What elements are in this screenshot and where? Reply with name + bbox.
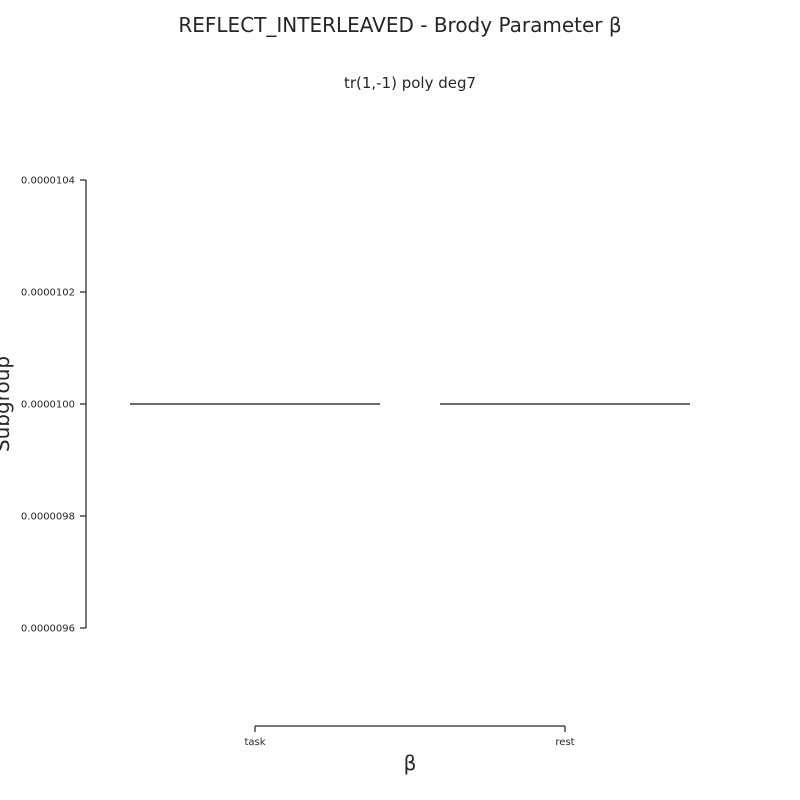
y-axis-ticks: 0.0000096 0.0000098 0.0000100 0.0000102 0.00… [21, 176, 86, 635]
y-tick-label: 0.0000102 [21, 288, 75, 299]
chart-subtitle: tr(1,-1) poly deg7 [344, 74, 476, 92]
chart-title: REFLECT_INTERLEAVED - Brody Parameter β [178, 13, 621, 37]
x-tick-label: rest [555, 737, 574, 748]
x-axis-label: β [404, 751, 417, 775]
y-tick-label: 0.0000104 [21, 176, 75, 187]
y-axis-label: Subgroup [0, 356, 14, 452]
y-tick-label: 0.0000098 [21, 512, 75, 523]
y-tick-label: 0.0000100 [21, 400, 75, 411]
x-axis-ticks: task rest [244, 726, 575, 748]
y-tick-label: 0.0000096 [21, 624, 75, 635]
x-tick-label: task [244, 737, 265, 748]
